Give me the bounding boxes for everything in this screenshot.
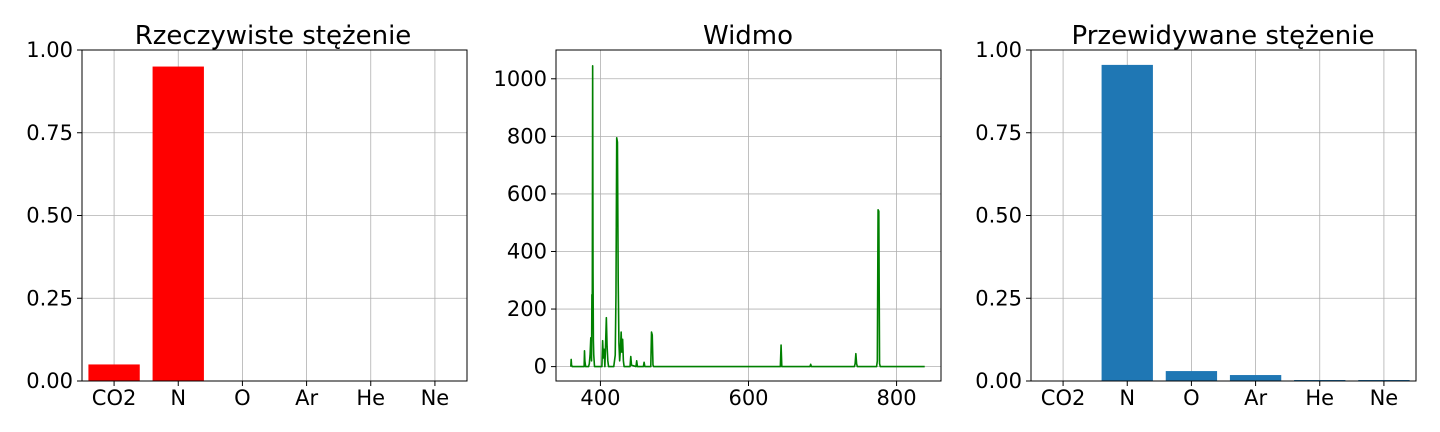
ticks: 0.00 0.25 0.50 0.75 1.00 CO2 N O Ar He Ne [26,38,449,410]
chart-title: Widmo [703,21,793,51]
y-tick-label: 0 [534,355,547,379]
chart-actual-concentration: Rzeczywiste stężenie 0.00 0.25 0.50 0.75 1.0… [26,21,468,410]
chart-spectrum: Widmo 0 200 400 600 800 1000 400 600 800 [494,21,942,410]
x-tick-label: O [234,386,251,410]
series-line [570,65,925,368]
ticks: 0 200 400 600 800 1000 400 600 800 [494,67,917,410]
chart-title: Przewidywane stężenie [1072,21,1375,51]
y-tick-label: 400 [507,239,547,263]
bar-n [1101,64,1153,382]
bar-co2 [88,364,140,381]
x-tick-label: 800 [877,386,917,410]
chart-predicted-concentration: Przewidywane stężenie 0.00 0.25 0.50 0.75 1.… [975,21,1417,410]
x-tick-label: Ar [295,386,318,410]
x-tick-label: He [1305,386,1334,410]
x-tick-label: O [1183,386,1200,410]
y-tick-label: 0.25 [26,286,73,310]
y-tick-label: 1.00 [26,38,73,62]
bars [1101,64,1410,382]
y-tick-label: 1000 [494,67,547,91]
x-tick-label: Ar [1244,386,1267,410]
x-tick-label: CO2 [1041,386,1086,410]
grid [1031,49,1416,382]
spectrum-line [570,65,925,368]
x-tick-label: CO2 [92,386,137,410]
y-tick-label: 0.00 [26,369,73,393]
ticks: 0.00 0.25 0.50 0.75 1.00 CO2 N O Ar He Ne [975,38,1398,410]
x-tick-label: Ne [421,386,450,410]
bars [88,66,204,382]
grid [556,50,941,381]
bar-o [1165,371,1218,381]
y-tick-label: 0.25 [975,286,1022,310]
bar-ar [1229,375,1282,381]
y-tick-label: 800 [507,124,547,148]
grid [82,49,467,382]
x-tick-label: He [356,386,385,410]
y-tick-label: 0.75 [26,121,73,145]
x-tick-label: N [1119,386,1135,410]
y-tick-label: 0.00 [975,369,1022,393]
x-tick-label: Ne [1370,386,1399,410]
bar-n [152,66,204,382]
y-tick-label: 0.75 [975,121,1022,145]
y-tick-label: 600 [507,182,547,206]
y-tick-label: 0.50 [26,204,73,228]
x-tick-label: 400 [580,386,620,410]
y-tick-label: 1.00 [975,38,1022,62]
y-tick-label: 0.50 [975,204,1022,228]
x-tick-label: N [170,386,186,410]
y-tick-label: 200 [507,297,547,321]
chart-title: Rzeczywiste stężenie [135,21,412,51]
x-tick-label: 600 [728,386,768,410]
